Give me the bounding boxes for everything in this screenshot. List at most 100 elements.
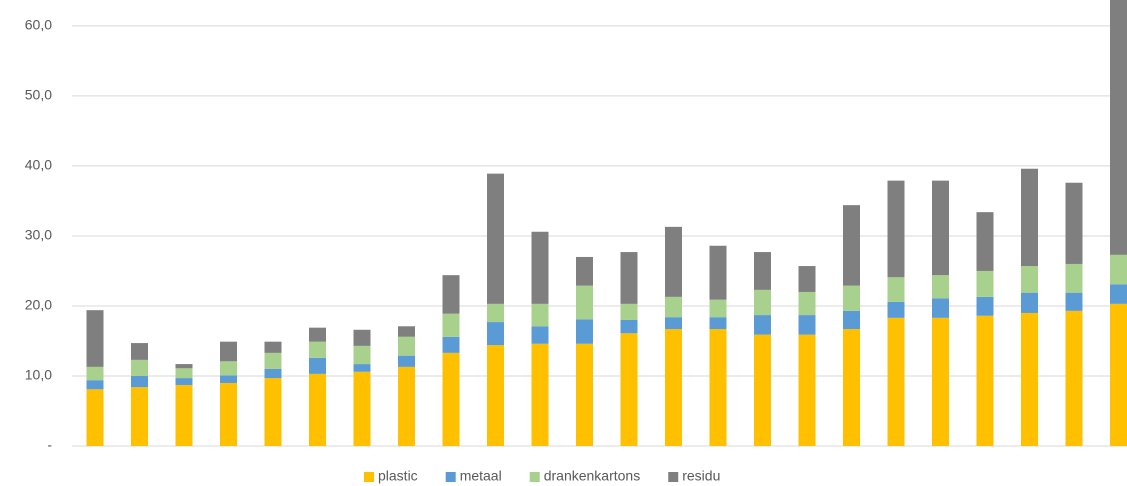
- bar-segment: [976, 296, 994, 316]
- bar-segment: [442, 275, 460, 314]
- bar-segment: [887, 277, 905, 302]
- bar-segment: [264, 341, 282, 353]
- legend-label: drankenkartons: [544, 468, 641, 484]
- bar-segment: [754, 334, 771, 446]
- legend-label: plastic: [378, 468, 418, 484]
- bar-segment: [1065, 292, 1083, 311]
- bar-segment: [887, 301, 905, 318]
- bar-segment: [843, 310, 860, 330]
- bar-segment: [531, 343, 549, 446]
- bar-segment: [798, 315, 816, 335]
- bar-segment: [86, 389, 104, 446]
- bar-segment: [932, 298, 949, 318]
- y-tick-label: 10,0: [25, 367, 52, 383]
- bar-segment: [709, 245, 727, 300]
- bar-segment: [353, 329, 371, 346]
- bar-segment: [442, 336, 460, 353]
- legend-swatch: [364, 472, 374, 482]
- bar-segment: [754, 315, 771, 335]
- bar-segment: [353, 345, 371, 365]
- bar-segment: [1021, 168, 1038, 267]
- bar-segment: [175, 368, 193, 379]
- bar-segment: [531, 303, 549, 327]
- bar-segment: [86, 310, 104, 367]
- bar-segment: [754, 289, 771, 316]
- bar-segment: [1021, 266, 1038, 293]
- bar-segment: [887, 317, 905, 446]
- bar-segment: [131, 359, 148, 376]
- bar-segment: [665, 226, 682, 297]
- bar-segment: [398, 336, 415, 356]
- bar-segment: [398, 326, 415, 337]
- y-tick-label: 60,0: [25, 17, 52, 33]
- bar-segment: [576, 319, 593, 344]
- bar-segment: [309, 357, 326, 374]
- bar-segment: [442, 313, 460, 337]
- bar-segment: [620, 333, 638, 446]
- bar-segment: [487, 345, 504, 446]
- bar-segment: [220, 361, 237, 376]
- bar-segment: [709, 329, 727, 446]
- bar-segment: [798, 291, 816, 316]
- bar-segment: [976, 270, 994, 297]
- bar-segment: [398, 366, 415, 446]
- bar-segment: [665, 317, 682, 330]
- bar-segment: [175, 364, 193, 369]
- bar-segment: [1065, 263, 1083, 293]
- bar-segment: [1110, 0, 1127, 255]
- bar-segment: [1021, 312, 1038, 446]
- legend-label: metaal: [460, 468, 502, 484]
- bar-segment: [220, 341, 237, 362]
- bar-segment: [620, 303, 638, 320]
- bar-segment: [398, 355, 415, 367]
- bar-segment: [843, 205, 860, 286]
- bar-segment: [932, 180, 949, 276]
- bar-segment: [976, 315, 994, 446]
- bar-segment: [754, 252, 771, 290]
- y-tick-label: 50,0: [25, 87, 52, 103]
- y-tick-label: 30,0: [25, 227, 52, 243]
- bar-segment: [887, 180, 905, 278]
- bar-segment: [1021, 292, 1038, 313]
- legend-swatch: [668, 472, 679, 482]
- bar-segment: [932, 275, 949, 299]
- bar-segment: [665, 329, 682, 446]
- bar-segment: [264, 368, 282, 379]
- legend-swatch: [529, 472, 540, 482]
- bar-segment: [86, 380, 104, 390]
- y-tick-label: 20,0: [25, 297, 52, 313]
- bar-segment: [309, 341, 326, 358]
- bar-segment: [131, 387, 148, 446]
- bar-segment: [131, 375, 148, 388]
- bar-segment: [709, 299, 727, 318]
- bar-segment: [1110, 284, 1127, 304]
- bar-segment: [86, 366, 104, 381]
- bar-segment: [798, 266, 816, 292]
- bar-segment: [220, 375, 237, 383]
- bar-segment: [353, 364, 371, 372]
- bar-segment: [487, 322, 504, 346]
- legend-swatch: [445, 472, 456, 482]
- bar-segment: [175, 385, 193, 446]
- y-tick-label: 40,0: [25, 157, 52, 173]
- bar-segment: [531, 326, 549, 344]
- bar-segment: [264, 352, 282, 369]
- bar-segment: [487, 303, 504, 323]
- bar-segment: [620, 319, 638, 334]
- bar-segment: [309, 327, 326, 342]
- bar-segment: [576, 285, 593, 320]
- bar-segment: [932, 317, 949, 446]
- bar-segment: [309, 373, 326, 446]
- bar-segment: [1065, 310, 1083, 446]
- bar-segment: [175, 378, 193, 386]
- bar-segment: [665, 296, 682, 318]
- y-tick-label: -: [47, 437, 52, 453]
- bar-segment: [531, 231, 549, 304]
- bar-segment: [843, 285, 860, 311]
- bar-segment: [1065, 182, 1083, 264]
- legend-label: residu: [682, 468, 720, 484]
- bar-segment: [487, 173, 504, 304]
- bar-segment: [353, 371, 371, 446]
- bar-segment: [220, 382, 237, 446]
